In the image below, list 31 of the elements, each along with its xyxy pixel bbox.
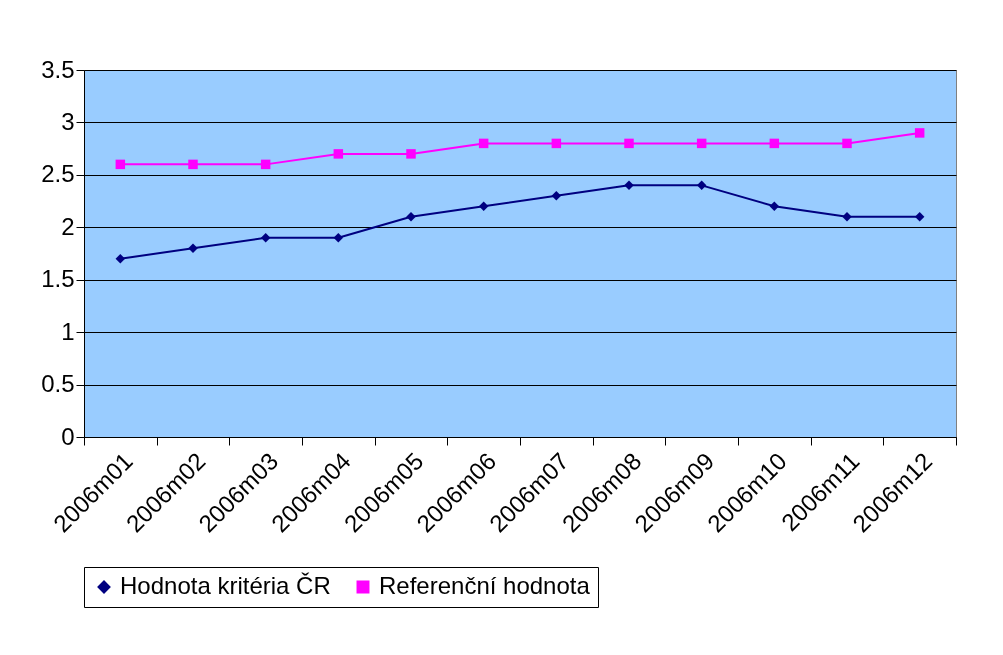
legend-label: Referenční hodnota <box>379 572 591 599</box>
y-tick-label: 3 <box>61 107 75 135</box>
y-tick-label: 2 <box>61 212 75 240</box>
point <box>842 138 852 149</box>
y-tick-label: 3.5 <box>41 55 75 83</box>
point <box>333 233 344 243</box>
y-tick-label: 0.5 <box>41 370 75 398</box>
point <box>478 138 489 149</box>
point <box>551 138 562 149</box>
y-tick-label: 2.5 <box>41 160 75 188</box>
y-tick-label: 1 <box>61 317 75 345</box>
legend-label: Hodnota kritéria ČR <box>120 572 331 599</box>
point <box>769 138 780 149</box>
point <box>914 128 925 138</box>
point <box>115 254 126 264</box>
point <box>769 201 780 212</box>
point <box>260 233 271 243</box>
point <box>260 159 271 170</box>
y-tick-label: 0 <box>61 422 75 450</box>
point <box>914 212 925 222</box>
point <box>696 138 707 149</box>
point <box>333 149 344 159</box>
point <box>551 191 562 201</box>
y-tick-label: 1.5 <box>41 265 75 293</box>
point <box>478 201 489 212</box>
point <box>624 180 634 191</box>
point <box>696 180 707 191</box>
point <box>115 159 126 170</box>
point <box>188 159 198 170</box>
point <box>406 149 416 159</box>
point <box>624 138 634 149</box>
